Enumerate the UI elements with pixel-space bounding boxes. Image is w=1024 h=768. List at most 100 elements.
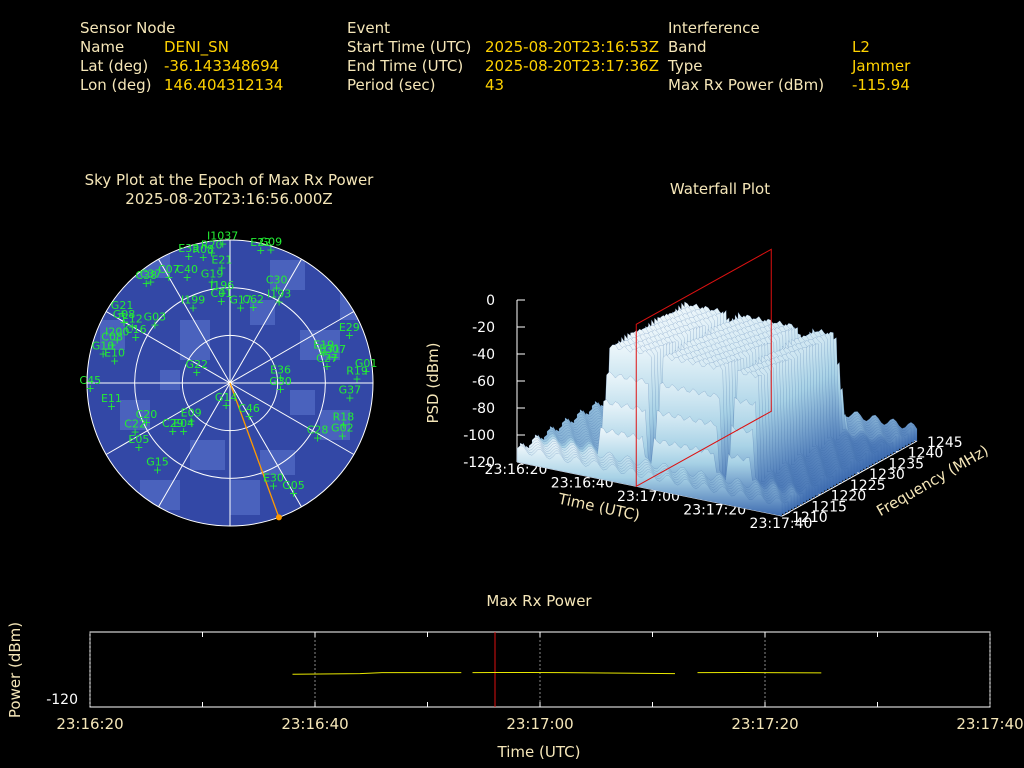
power-time-tick-label: 23:17:20 bbox=[731, 715, 798, 733]
satellite-label: I199 bbox=[181, 293, 205, 306]
satellite-label: R19 bbox=[346, 365, 368, 378]
sky-mask-patch bbox=[140, 480, 180, 510]
waterfall-psd-tick-label: -40 bbox=[472, 347, 495, 363]
interference-band-value: L2 bbox=[852, 38, 870, 56]
power-y-tick-label: -120 bbox=[46, 692, 78, 708]
skyplot-subtitle: 2025-08-20T23:16:56.000Z bbox=[125, 190, 333, 208]
waterfall-freq-tick-label: 1225 bbox=[850, 478, 886, 494]
satellite-marker: + bbox=[207, 275, 216, 288]
satellite-marker: + bbox=[276, 372, 285, 385]
waterfall-psd-tick-label: -120 bbox=[463, 455, 495, 471]
sensor-lat-value: -36.143348694 bbox=[164, 57, 280, 75]
satellite-label: C16 bbox=[125, 323, 147, 336]
satellite-marker: + bbox=[256, 244, 265, 257]
waterfall-freq-tick-label: 1230 bbox=[869, 467, 905, 483]
sky-azimuth-spoke bbox=[229, 382, 302, 508]
power-trace-segment bbox=[472, 672, 676, 675]
satellite-marker: + bbox=[134, 441, 143, 454]
sky-azimuth-spoke bbox=[229, 258, 302, 384]
satellite-marker: + bbox=[338, 429, 347, 442]
waterfall-psd-tick-label: 0 bbox=[486, 293, 495, 309]
satellite-label: C30 bbox=[266, 273, 288, 286]
power-time-tick-label: 23:17:40 bbox=[956, 715, 1023, 733]
satellite-label: E04 bbox=[173, 417, 194, 430]
waterfall-freq-axis bbox=[781, 440, 918, 517]
satellite-marker: + bbox=[236, 301, 245, 314]
satellite-marker: + bbox=[142, 416, 151, 429]
sky-azimuth-spoke bbox=[158, 258, 231, 384]
satellite-marker: + bbox=[183, 271, 192, 284]
satellite-marker: + bbox=[352, 373, 361, 386]
jammer-bearing-line bbox=[229, 382, 280, 518]
satellite-label: E09 bbox=[181, 407, 202, 420]
satellite-label: E19 bbox=[313, 339, 334, 352]
waterfall-title: Waterfall Plot bbox=[669, 180, 771, 198]
sky-azimuth-spoke bbox=[229, 382, 355, 455]
sky-azimuth-spoke bbox=[158, 382, 231, 508]
sensor-lon-value: 146.404312134 bbox=[164, 76, 284, 94]
satellite-label: E10 bbox=[104, 347, 125, 360]
satellite-label: R08 bbox=[192, 243, 214, 256]
satellite-marker: + bbox=[345, 392, 354, 405]
satellite-label: E36 bbox=[270, 364, 291, 377]
power-time-tick-label: 23:16:20 bbox=[56, 715, 123, 733]
satellite-marker: + bbox=[218, 237, 227, 250]
satellite-label: G22 bbox=[185, 358, 208, 371]
satellite-label: E11 bbox=[101, 392, 122, 405]
satellite-marker: + bbox=[131, 331, 140, 344]
satellite-marker: + bbox=[217, 287, 226, 300]
satellite-marker: + bbox=[276, 383, 285, 396]
waterfall-psd-tick-label: -100 bbox=[463, 428, 495, 444]
satellite-label: R20 bbox=[201, 238, 223, 251]
satellite-marker: + bbox=[362, 365, 371, 378]
event-end-label: End Time (UTC) bbox=[347, 57, 464, 75]
power-xlabel: Time (UTC) bbox=[497, 743, 581, 761]
satellite-label: G15 bbox=[146, 455, 169, 468]
satellite-label: C45 bbox=[79, 374, 101, 387]
satellite-marker: + bbox=[345, 329, 354, 342]
power-trace-segment bbox=[292, 672, 462, 675]
jammer-bearing-marker bbox=[275, 514, 282, 521]
satellite-label: G14 bbox=[215, 391, 238, 404]
satellite-label: C08 bbox=[101, 331, 123, 344]
satellite-label: G09 bbox=[260, 235, 283, 248]
satellite-label: E12 bbox=[122, 313, 143, 326]
interference-type-label: Type bbox=[668, 57, 703, 75]
satellite-marker: + bbox=[319, 347, 328, 360]
satellite-marker: + bbox=[86, 382, 95, 395]
waterfall-epoch-plane bbox=[635, 248, 772, 488]
waterfall-freq-tick-label: 1210 bbox=[792, 510, 828, 526]
satellite-marker: + bbox=[98, 348, 107, 361]
waterfall-zlabel: PSD (dBm) bbox=[424, 342, 442, 423]
sky-plot: +I1037+G09+E22+R20+E33+R08+E21+C40+G19+C… bbox=[79, 229, 377, 527]
satellite-label: G02 bbox=[331, 421, 354, 434]
max-power-plot: 23:16:20 23:16:40 23:17:00 23:17:20 23:17:40… bbox=[6, 622, 1024, 761]
satellite-label: C37 bbox=[140, 268, 162, 281]
satellite-marker: + bbox=[217, 261, 226, 274]
waterfall-freq-tick-label: 1245 bbox=[927, 435, 963, 451]
interference-power-value: -115.94 bbox=[852, 76, 910, 94]
satellite-label: G19 bbox=[201, 267, 224, 280]
event-end-value: 2025-08-20T23:17:36Z bbox=[485, 57, 659, 75]
satellite-marker: + bbox=[325, 350, 334, 363]
waterfall-freq-tick-label: 1235 bbox=[888, 456, 924, 472]
satellite-label: C01 bbox=[211, 287, 233, 300]
satellite-marker: + bbox=[119, 316, 128, 329]
waterfall-psd-tick-label: -60 bbox=[472, 374, 495, 390]
satellite-label: G21 bbox=[111, 299, 134, 312]
satellite-marker: + bbox=[164, 271, 173, 284]
satellite-marker: + bbox=[244, 410, 253, 423]
satellite-marker: + bbox=[269, 479, 278, 492]
waterfall-time-tick bbox=[781, 511, 791, 517]
satellite-label: C38 bbox=[135, 269, 157, 282]
event-period-value: 43 bbox=[485, 76, 505, 94]
sensor-lon-label: Lon (deg) bbox=[80, 76, 152, 94]
satellite-label: E29 bbox=[339, 321, 360, 334]
sky-mask-patch bbox=[290, 390, 315, 415]
satellite-marker: + bbox=[131, 425, 140, 438]
satellite-label: G17 bbox=[229, 293, 252, 306]
satellite-marker: + bbox=[339, 418, 348, 431]
sensor-lat-label: Lat (deg) bbox=[80, 57, 149, 75]
satellite-marker: + bbox=[107, 400, 116, 413]
